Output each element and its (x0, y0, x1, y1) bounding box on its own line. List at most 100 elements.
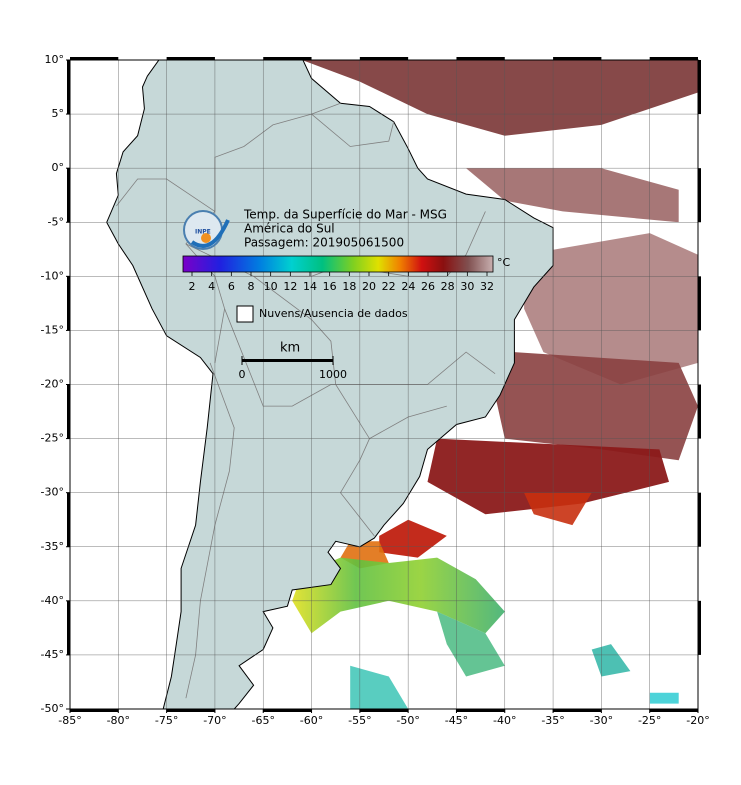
sst-patch (350, 665, 409, 709)
legend-swatch (236, 305, 254, 323)
lon-tick-label: -60° (300, 714, 323, 727)
lat-tick-label: -25° (41, 432, 64, 445)
frame-bar (456, 57, 505, 60)
frame-bar (67, 600, 70, 655)
scale-tick-label: 1000 (319, 368, 347, 381)
lat-tick-label: 0° (52, 161, 65, 174)
colorbar-tick-label: 20 (362, 280, 376, 293)
colorbar-tick-label: 32 (480, 280, 494, 293)
colorbar-tick-label: 2 (189, 280, 196, 293)
lon-tick-label: -55° (348, 714, 371, 727)
lat-tick-label: -5° (48, 215, 64, 228)
sst-patch (379, 519, 447, 558)
lat-tick-label: 10° (45, 53, 65, 66)
sst-patch (524, 233, 698, 385)
lon-tick-label: -30° (590, 714, 613, 727)
lat-tick-label: -15° (41, 323, 64, 336)
lon-tick-label: -80° (107, 714, 130, 727)
frame-bar (456, 709, 505, 712)
lon-tick-label: -45° (445, 714, 468, 727)
frame-bar (698, 60, 701, 115)
lon-tick-label: -40° (493, 714, 516, 727)
legend-label: Nuvens/Ausencia de dados (259, 307, 408, 320)
colorbar-tick-label: 10 (264, 280, 278, 293)
frame-bar (649, 57, 698, 60)
logo-sun (201, 233, 211, 243)
map-area (70, 60, 698, 709)
colorbar-tick-label: 12 (283, 280, 297, 293)
colorbar-tick-label: 4 (208, 280, 215, 293)
colorbar-tick-label: 16 (323, 280, 337, 293)
scale-bar (242, 359, 333, 362)
colorbar-tick-label: 8 (248, 280, 255, 293)
lon-tick-label: -75° (155, 714, 178, 727)
frame-bar (67, 384, 70, 439)
frame-bar (166, 57, 215, 60)
scale-tick-label: 0 (239, 368, 246, 381)
title-line: América do Sul (244, 222, 335, 236)
logo-text: INPE (195, 229, 211, 236)
colorbar-tick-label: 26 (421, 280, 435, 293)
scale-unit: km (280, 341, 300, 356)
colorbar-tick-label: 24 (401, 280, 415, 293)
frame-bar (263, 709, 312, 712)
frame-bar (359, 57, 409, 60)
frame-bar (70, 57, 119, 60)
border (311, 113, 395, 147)
sst-patch (301, 60, 698, 136)
overlay: INPE Temp. da Superfície do Mar - MSG Am… (41, 53, 710, 727)
lon-tick-label: -25° (638, 714, 661, 727)
lon-tick-label: -70° (203, 714, 226, 727)
colorbar-tick-label: 6 (228, 280, 235, 293)
frame-bar (67, 168, 70, 223)
lat-tick-label: -35° (41, 540, 64, 553)
frame-bar (359, 709, 409, 712)
lat-tick-label: -50° (41, 702, 64, 715)
frame-bar (553, 57, 602, 60)
logo: INPE (183, 210, 230, 250)
lon-tick-label: -35° (541, 714, 564, 727)
frame-bar (698, 492, 701, 547)
lon-tick-label: -50° (396, 714, 419, 727)
lon-tick-label: -85° (58, 714, 81, 727)
frame-bar (67, 60, 70, 115)
title-line: Passagem: 201905061500 (244, 236, 404, 250)
frame-bar (67, 492, 70, 547)
lat-tick-label: -20° (41, 378, 64, 391)
title-line: Temp. da Superfície do Mar - MSG (243, 208, 447, 222)
colorbar-unit: °C (497, 256, 511, 269)
lon-tick-label: -20° (686, 714, 709, 727)
lat-tick-label: 5° (52, 107, 65, 120)
logo-swoosh (190, 219, 230, 248)
lat-tick-label: -10° (41, 269, 64, 282)
frame-bar (698, 168, 701, 223)
lat-tick-label: -30° (41, 486, 64, 499)
frame-tick (66, 654, 70, 656)
frame-tick (600, 709, 602, 713)
frame-bar (166, 709, 215, 712)
lon-tick-label: -65° (251, 714, 274, 727)
frame-bar (67, 276, 70, 331)
colorbar-tick-label: 22 (382, 280, 396, 293)
colorbar (182, 255, 494, 273)
frame-bar (698, 276, 701, 331)
sst-patch (649, 692, 679, 704)
sst-patch (427, 438, 669, 515)
sst-patch (495, 352, 698, 461)
frame-bar (698, 384, 701, 439)
border (116, 178, 216, 212)
sst-patch (524, 492, 592, 526)
sst-patch (466, 168, 679, 223)
lat-tick-label: -40° (41, 594, 64, 607)
frame-bar (649, 709, 698, 712)
frame-bar (698, 600, 701, 655)
colorbar-tick-label: 28 (441, 280, 455, 293)
colorbar-tick-label: 30 (460, 280, 474, 293)
sst-patch (292, 557, 505, 634)
colorbar-tick-label: 14 (303, 280, 317, 293)
colorbar-tick-label: 18 (342, 280, 356, 293)
frame-bar (553, 709, 602, 712)
frame-bar (263, 57, 312, 60)
